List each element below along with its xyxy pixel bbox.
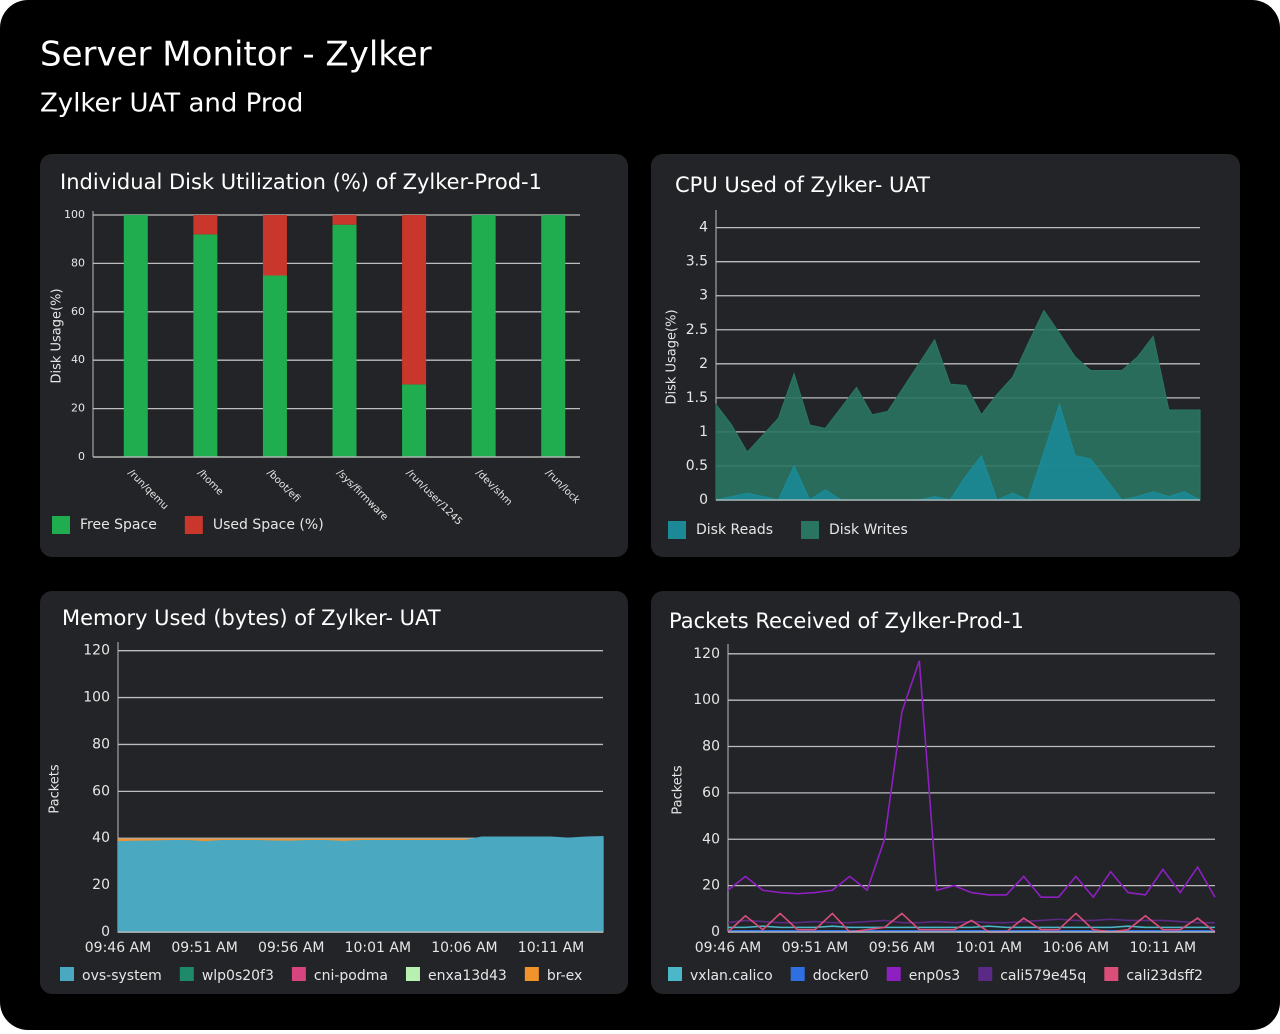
y-tick-label: 20 [702,878,720,894]
y-tick-label: 80 [71,256,85,269]
y-axis-label: Disk Usage(%) [665,309,680,404]
x-tick-label: 09:46 AM [695,940,761,956]
y-tick-label: 100 [64,208,85,221]
legend-label: Free Space [80,517,157,533]
y-tick-label: 20 [71,402,85,415]
chart-title: CPU Used of Zylker- UAT [675,173,930,197]
bar-segment [193,234,218,457]
bar-segment [402,384,427,457]
x-tick-label: 09:51 AM [782,940,848,956]
legend-label: docker0 [813,968,869,984]
y-axis-label: Disk Usage(%) [50,288,65,383]
y-tick-label: 0 [711,924,720,940]
x-tick-label: 09:56 AM [869,940,935,956]
legend-label: enp0s3 [909,968,960,984]
legend-label: ovs-system [82,968,162,984]
legend-swatch [668,521,686,539]
chart-title: Memory Used (bytes) of Zylker- UAT [62,606,441,630]
legend-swatch [291,967,306,981]
page-subtitle: Zylker UAT and Prod [40,89,303,119]
legend-label: Disk Reads [696,522,773,538]
line [727,660,1216,899]
y-tick-label: 120 [83,643,110,659]
x-tick-label: 10:06 AM [431,940,497,956]
panel [40,591,628,994]
chart-title: Individual Disk Utilization (%) of Zylke… [60,170,542,194]
x-tick-label: 10:11 AM [518,940,584,956]
legend-swatch [668,967,682,981]
legend-swatch [1104,967,1119,981]
y-tick-label: 60 [702,785,720,801]
x-tick-label: 10:01 AM [345,940,411,956]
y-axis-label: Packets [48,764,63,814]
legend-label: cali579e45q [1000,968,1086,984]
legend-swatch [524,967,539,981]
y-tick-label: 1 [699,424,708,440]
y-tick-label: 100 [83,690,110,706]
bar-segment [402,215,427,385]
area [715,309,1201,501]
legend-swatch [790,967,805,981]
y-tick-label: 2 [699,356,708,372]
chart-title: Packets Received of Zylker-Prod-1 [669,609,1024,633]
legend-label: vxlan.calico [690,968,773,984]
bar-segment [262,275,287,457]
legend-swatch [52,516,70,534]
area [715,402,1201,501]
legend-label: br-ex [547,968,582,984]
y-tick-label: 20 [92,877,110,893]
line [728,925,1215,929]
legend-swatch [184,516,203,534]
bar-segment [471,215,496,457]
x-tick-label: 09:46 AM [85,940,151,956]
y-tick-label: 3.5 [686,254,708,270]
y-tick-label: 80 [92,736,110,752]
y-tick-label: 0 [699,492,708,508]
legend-label: enxa13d43 [428,968,507,984]
legend-label: cali23dsff2 [1126,968,1203,984]
y-tick-label: 2.5 [686,322,708,338]
x-tick-label: 10:06 AM [1043,940,1109,956]
x-tick-label: 09:56 AM [258,940,324,956]
bar-segment [123,215,148,457]
bar-segment [332,224,357,457]
legend-label: wlp0s20f3 [202,968,274,984]
y-tick-label: 40 [71,353,85,366]
legend-swatch [405,967,420,981]
legend-swatch [60,967,74,981]
y-tick-label: 100 [693,692,720,708]
legend-swatch [801,521,819,539]
y-tick-label: 3 [699,288,708,304]
y-tick-label: 60 [92,783,110,799]
x-tick-label: 10:01 AM [956,940,1022,956]
bar-segment [332,215,357,225]
y-tick-label: 40 [92,830,110,846]
page-title: Server Monitor - Zylker [40,35,432,75]
legend-swatch [978,967,993,981]
y-tick-label: 4 [699,220,708,236]
y-tick-label: 0 [78,450,85,463]
legend-swatch [179,967,194,981]
bar-segment [262,215,287,276]
y-tick-label: 40 [702,831,720,847]
bar-segment [193,215,218,235]
line [727,918,1215,924]
y-tick-label: 1.5 [686,390,708,406]
y-tick-label: 0.5 [686,458,708,474]
legend-label: Used Space (%) [213,517,324,533]
bar-segment [541,215,566,457]
x-tick-label: 10:11 AM [1130,940,1196,956]
legend-label: cni-podma [314,968,388,984]
line [727,912,1216,933]
y-tick-label: 80 [702,739,720,755]
legend-swatch [886,967,901,981]
y-axis-label: Packets [671,765,686,815]
x-tick-label: 09:51 AM [171,940,237,956]
y-tick-label: 60 [71,305,85,318]
y-tick-label: 0 [101,924,110,940]
area [117,835,604,933]
legend-label: Disk Writes [829,522,908,538]
y-tick-label: 120 [693,646,720,662]
